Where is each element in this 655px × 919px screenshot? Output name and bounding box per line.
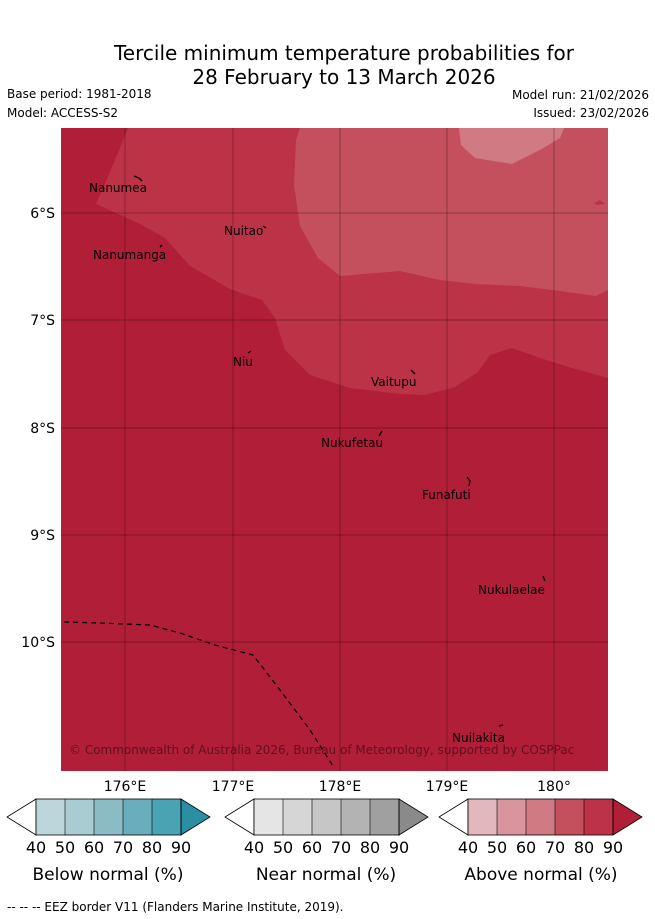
colorbar-above-swatch [526, 799, 555, 835]
map-credit: © Commonwealth of Australia 2026, Bureau… [69, 743, 574, 757]
colorbar-below-low-extend [6, 798, 37, 836]
island-niu [247, 350, 252, 354]
eez-footnote: -- -- -- EEZ border V11 (Flanders Marine… [7, 900, 344, 914]
lon-tick-label: 180° [537, 779, 571, 795]
colorbar-below-tick: 80 [142, 838, 162, 857]
island-nukufetau [378, 430, 383, 437]
colorbar-above-swatch [555, 799, 584, 835]
colorbar-near-swatch [254, 799, 283, 835]
base-period: Base period: 1981-2018 [7, 87, 152, 101]
lat-tick-label: 9°S [30, 528, 55, 544]
colorbar-below-swatch [123, 799, 152, 835]
colorbar-near-tick: 40 [244, 838, 264, 857]
island-label-nanumea: Nanumea [89, 181, 147, 195]
colorbar-below-high-extend [180, 798, 211, 836]
above-70-region [294, 128, 608, 296]
lon-tick-label: 178°E [319, 779, 362, 795]
lat-tick-label: 8°S [30, 421, 55, 437]
colorbar-near-high-extend [398, 798, 429, 836]
colorbar-above-high-extend [612, 798, 643, 836]
colorbar-near-swatch [370, 799, 399, 835]
island-label-niu: Niu [233, 355, 253, 369]
colorbar-below-tick: 60 [84, 838, 104, 857]
colorbar-below-tick: 50 [55, 838, 75, 857]
lat-tick-label: 6°S [30, 206, 55, 222]
colorbar-below-swatch [36, 799, 65, 835]
colorbar-above-swatch [468, 799, 497, 835]
colorbar-near-tick: 60 [302, 838, 322, 857]
island-nanumea [133, 175, 143, 182]
colorbar-above-title: Above normal (%) [464, 865, 617, 885]
colorbar-near-tick: 70 [331, 838, 351, 857]
colorbar-above-tick: 70 [545, 838, 565, 857]
colorbar-above-swatch [497, 799, 526, 835]
colorbar-below-tick: 90 [171, 838, 191, 857]
island-label-nuitao: Nuitao [224, 224, 263, 238]
colorbar-near-tick: 50 [273, 838, 293, 857]
chart-title-line2: 28 February to 13 March 2026 [192, 65, 496, 89]
colorbar-below-tick: 70 [113, 838, 133, 857]
island-nanumanga [159, 244, 163, 248]
colorbar-below-title: Below normal (%) [33, 865, 184, 885]
colorbar-near-swatch [341, 799, 370, 835]
colorbar-above-tick: 80 [574, 838, 594, 857]
chart-title-line1: Tercile minimum temperature probabilitie… [113, 41, 575, 65]
colorbar-above-tick: 60 [516, 838, 536, 857]
island-label-nukulaelae: Nukulaelae [478, 583, 545, 597]
colorbar-near-low-extend [224, 798, 255, 836]
lat-tick-label: 7°S [30, 313, 55, 329]
colorbar-above [438, 798, 643, 836]
colorbar-above-tick: 90 [603, 838, 623, 857]
lon-tick-label: 177°E [212, 779, 255, 795]
island-marks [133, 175, 546, 727]
colorbar-below-swatch [65, 799, 94, 835]
island-label-vaitupu: Vaitupu [371, 375, 417, 389]
probability-field [61, 128, 608, 771]
lon-tick-label: 176°E [104, 779, 147, 795]
model-run: Model run: 21/02/2026 [511, 88, 649, 102]
issued-date: Issued: 23/02/2026 [533, 106, 649, 120]
above-60-region [459, 128, 564, 164]
colorbar-above-tick: 40 [458, 838, 478, 857]
colorbar-above-tick: 50 [487, 838, 507, 857]
colorbar-near-title: Near normal (%) [256, 865, 396, 885]
colorbar-below-swatch [94, 799, 123, 835]
island-label-nukufetau: Nukufetau [321, 436, 383, 450]
island-label-nanumanga: Nanumanga [93, 248, 166, 262]
colorbar-near-swatch [312, 799, 341, 835]
colorbar-near-tick: 90 [389, 838, 409, 857]
map-edge-mark [594, 200, 605, 205]
graticule [61, 128, 608, 771]
island-nuitao [262, 225, 267, 229]
island-funafuti [466, 476, 471, 487]
eez-border [63, 621, 334, 767]
island-nukulaelae [542, 575, 546, 582]
colorbar-below-tick: 40 [26, 838, 46, 857]
colorbar-near-swatch [283, 799, 312, 835]
island-nuilakita [498, 724, 504, 727]
lon-tick-label: 179°E [426, 779, 469, 795]
colorbar-near [224, 798, 429, 836]
island-vaitupu [410, 369, 416, 375]
island-label-funafuti: Funafuti [422, 488, 471, 502]
colorbar-near-tick: 80 [360, 838, 380, 857]
colorbar-above-low-extend [438, 798, 469, 836]
colorbar-below [6, 798, 211, 836]
lat-tick-label: 10°S [21, 635, 55, 651]
model-name: Model: ACCESS-S2 [7, 106, 119, 120]
island-label-nuilakita: Nuilakita [452, 731, 505, 745]
colorbar-below-swatch [152, 799, 181, 835]
colorbar-above-swatch [584, 799, 613, 835]
